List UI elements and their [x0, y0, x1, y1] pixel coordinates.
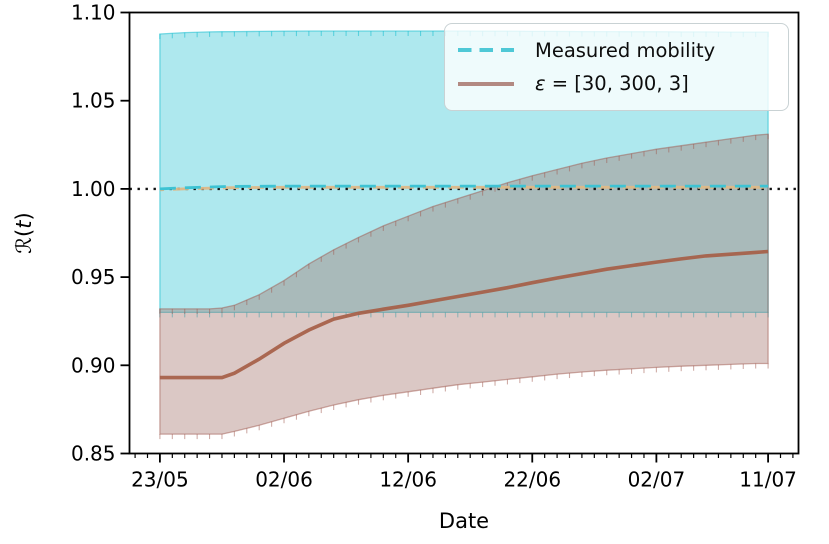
legend-item-measured-mobility: Measured mobility [458, 39, 778, 62]
x-tick-label: 23/05 [131, 468, 189, 492]
legend-swatch-solid-brown-line [458, 82, 514, 86]
series-line [159, 184, 769, 191]
x-tick-label: 11/07 [739, 468, 797, 492]
y-tick-label: 1.00 [71, 177, 116, 201]
x-axis-label: Date [438, 509, 490, 533]
x-tick-label: 02/06 [255, 468, 313, 492]
y-tick-label: 1.10 [71, 1, 116, 25]
legend-swatch-dashed-cyan-line [458, 48, 514, 52]
x-tick-label: 22/06 [503, 468, 561, 492]
legend-item-epsilon: ε = [30, 300, 3] [458, 72, 778, 95]
y-tick-label: 1.05 [71, 89, 116, 113]
x-tick-label: 12/06 [379, 468, 437, 492]
y-tick-label: 0.90 [71, 353, 116, 377]
legend: Measured mobility ε = [30, 300, 3] [444, 23, 789, 111]
y-axis-label: ℛ(t) [12, 212, 36, 254]
y-tick-label: 0.95 [71, 265, 116, 289]
series-line [159, 249, 769, 380]
legend-label-epsilon: ε = [30, 300, 3] [535, 72, 689, 96]
axes-spines [128, 11, 800, 455]
legend-label-measured-mobility: Measured mobility [535, 38, 716, 62]
y-tick-label: 0.85 [71, 442, 116, 466]
x-tick-label: 02/07 [628, 468, 686, 492]
